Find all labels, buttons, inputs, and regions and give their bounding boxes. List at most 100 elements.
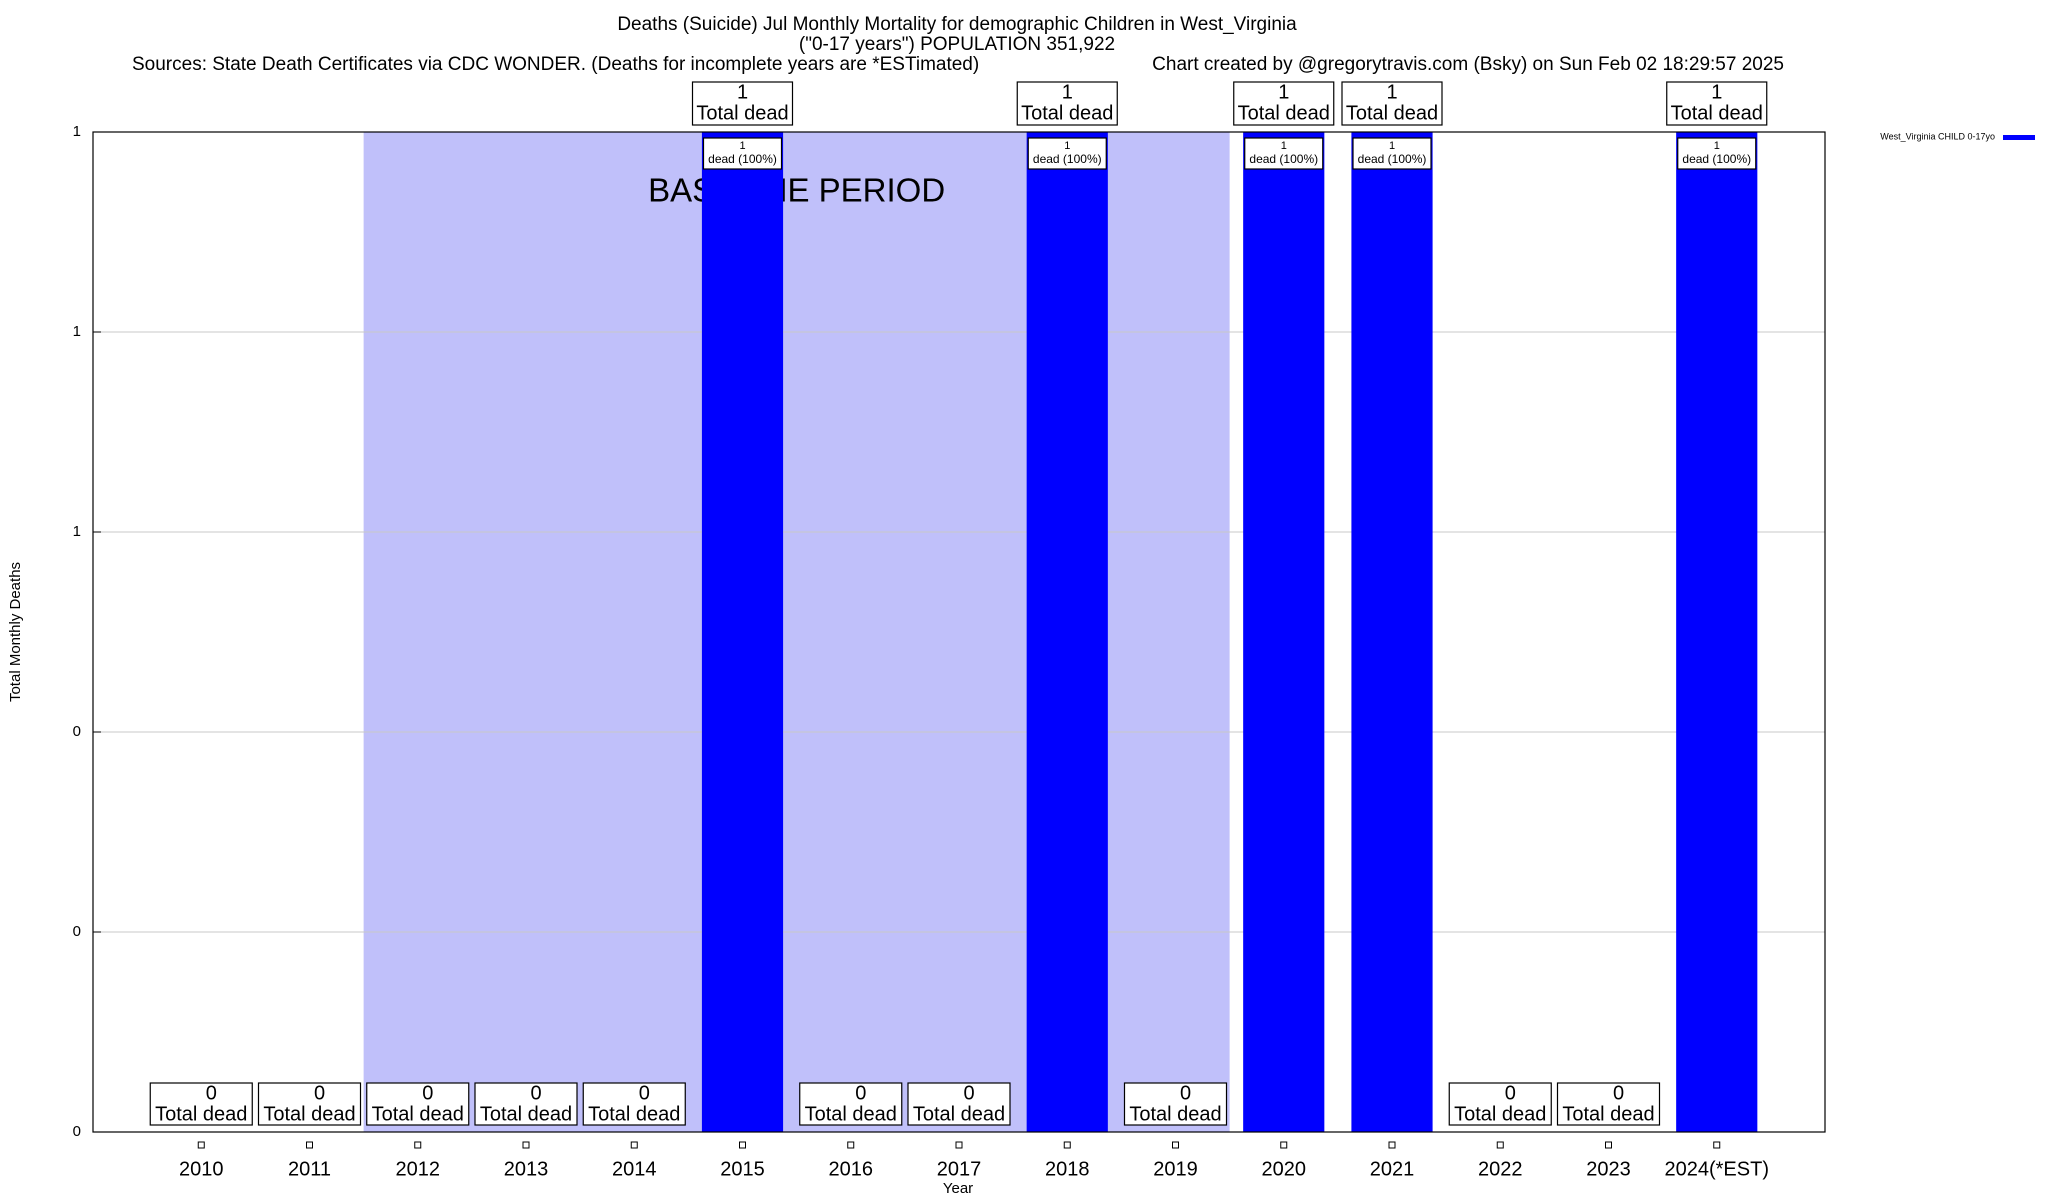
y-tick-label: 0 — [73, 1123, 81, 1140]
x-axis-title: Year — [943, 1180, 973, 1197]
total-label-text: Total dead — [263, 1103, 355, 1125]
total-label-box — [582, 1082, 686, 1126]
x-marker — [1280, 1141, 1288, 1149]
total-value-label: 0 — [639, 1082, 650, 1104]
total-value-label: 0 — [855, 1082, 866, 1104]
bar — [701, 132, 784, 1132]
total-label-box — [474, 1082, 578, 1126]
bar — [1243, 132, 1325, 1132]
x-tick-label: 2010 — [179, 1158, 224, 1180]
x-marker — [630, 1141, 638, 1149]
chart-title: Deaths (Suicide) Jul Monthly Mortality f… — [617, 14, 1297, 35]
total-label-box — [691, 81, 794, 126]
x-tick-label: 2012 — [396, 1158, 441, 1180]
bar-value-label: 1 — [739, 140, 745, 152]
bar — [1676, 132, 1758, 1132]
x-marker — [306, 1141, 313, 1149]
bar-label-text: dead (100%) — [1033, 152, 1102, 166]
total-label-text: Total dead — [155, 1103, 247, 1125]
x-marker — [739, 1141, 746, 1149]
total-label-box — [1341, 81, 1443, 126]
x-marker — [1713, 1141, 1721, 1149]
total-label-text: Total dead — [913, 1103, 1005, 1125]
total-label-box — [1448, 1082, 1552, 1126]
x-marker — [847, 1141, 855, 1149]
x-marker — [1605, 1141, 1612, 1149]
x-marker — [1063, 1141, 1071, 1149]
total-label-box — [257, 1082, 362, 1126]
total-label-box — [1666, 81, 1768, 126]
legend-label: West_Virginia CHILD 0-17yo — [1880, 131, 1995, 141]
bar-value-label: 1 — [1064, 140, 1070, 152]
y-tick-label: 1 — [73, 523, 81, 540]
x-tick-label: 2018 — [1045, 1158, 1090, 1180]
bar-label-box — [1027, 137, 1107, 170]
total-value-label: 0 — [1613, 1082, 1624, 1104]
x-tick-label: 2023 — [1586, 1158, 1631, 1180]
total-label-text: Total dead — [372, 1103, 464, 1125]
total-label-text: Total dead — [1346, 102, 1438, 124]
x-tick-label: 2014 — [612, 1158, 657, 1180]
x-marker — [1172, 1141, 1179, 1149]
y-tick-label: 0 — [73, 923, 81, 940]
plot-frame — [92, 131, 1826, 1133]
total-value-label: 0 — [422, 1082, 433, 1104]
bar-label-text: dead (100%) — [708, 152, 777, 166]
total-label-box — [1123, 1082, 1228, 1126]
x-tick-label: 2021 — [1370, 1158, 1415, 1180]
x-tick-label: 2024(*EST) — [1665, 1158, 1770, 1180]
total-value-label: 0 — [963, 1082, 974, 1104]
x-tick-label: 2016 — [829, 1158, 874, 1180]
bar-value-label: 1 — [1281, 140, 1287, 152]
x-tick-label: 2015 — [720, 1158, 765, 1180]
bar-label-box — [702, 137, 783, 170]
x-tick-label: 2022 — [1478, 1158, 1523, 1180]
total-label-text: Total dead — [1454, 1103, 1546, 1125]
y-axis-title: Total Monthly Deaths — [7, 562, 24, 702]
total-value-label: 1 — [737, 81, 748, 103]
chart-subtitle: ("0-17 years") POPULATION 351,922 — [799, 34, 1115, 55]
bar-label-box — [1677, 137, 1757, 170]
total-value-label: 0 — [1505, 1082, 1516, 1104]
total-label-box — [1556, 1082, 1661, 1126]
total-label-box — [1233, 81, 1335, 126]
y-tick-label: 1 — [73, 323, 81, 340]
total-label-text: Total dead — [1021, 102, 1113, 124]
bar-value-label: 1 — [1389, 140, 1395, 152]
x-marker — [1496, 1141, 1504, 1149]
bar-label-text: dead (100%) — [1682, 152, 1751, 166]
x-tick-label: 2017 — [937, 1158, 982, 1180]
total-value-label: 0 — [314, 1082, 325, 1104]
x-tick-label: 2020 — [1262, 1158, 1307, 1180]
total-label-text: Total dead — [1238, 102, 1330, 124]
total-label-box — [149, 1082, 253, 1126]
total-value-label: 1 — [1386, 81, 1397, 103]
x-tick-label: 2013 — [504, 1158, 549, 1180]
total-label-box — [907, 1082, 1011, 1126]
x-marker — [955, 1141, 963, 1149]
x-marker — [1388, 1141, 1396, 1149]
bar-value-label: 1 — [1714, 140, 1720, 152]
bar-label-box — [1244, 137, 1324, 170]
total-label-text: Total dead — [480, 1103, 572, 1125]
baseline-label: BASELINE PERIOD — [648, 172, 945, 209]
total-label-box — [1016, 81, 1118, 126]
sources: Sources: State Death Certificates via CD… — [132, 54, 979, 75]
total-label-text: Total dead — [805, 1103, 897, 1125]
total-value-label: 0 — [530, 1082, 541, 1104]
total-label-text: Total dead — [1671, 102, 1763, 124]
x-marker — [414, 1141, 422, 1149]
total-label-box — [366, 1082, 470, 1126]
total-value-label: 1 — [1278, 81, 1289, 103]
bar — [1026, 132, 1108, 1132]
total-label-box — [799, 1082, 903, 1126]
x-marker — [522, 1141, 530, 1149]
total-label-text: Total dead — [1562, 1103, 1654, 1125]
total-value-label: 0 — [1180, 1082, 1191, 1104]
total-label-text: Total dead — [1129, 1103, 1221, 1125]
total-value-label: 0 — [206, 1082, 217, 1104]
x-tick-label: 2011 — [288, 1158, 331, 1180]
total-label-text: Total dead — [696, 102, 788, 124]
